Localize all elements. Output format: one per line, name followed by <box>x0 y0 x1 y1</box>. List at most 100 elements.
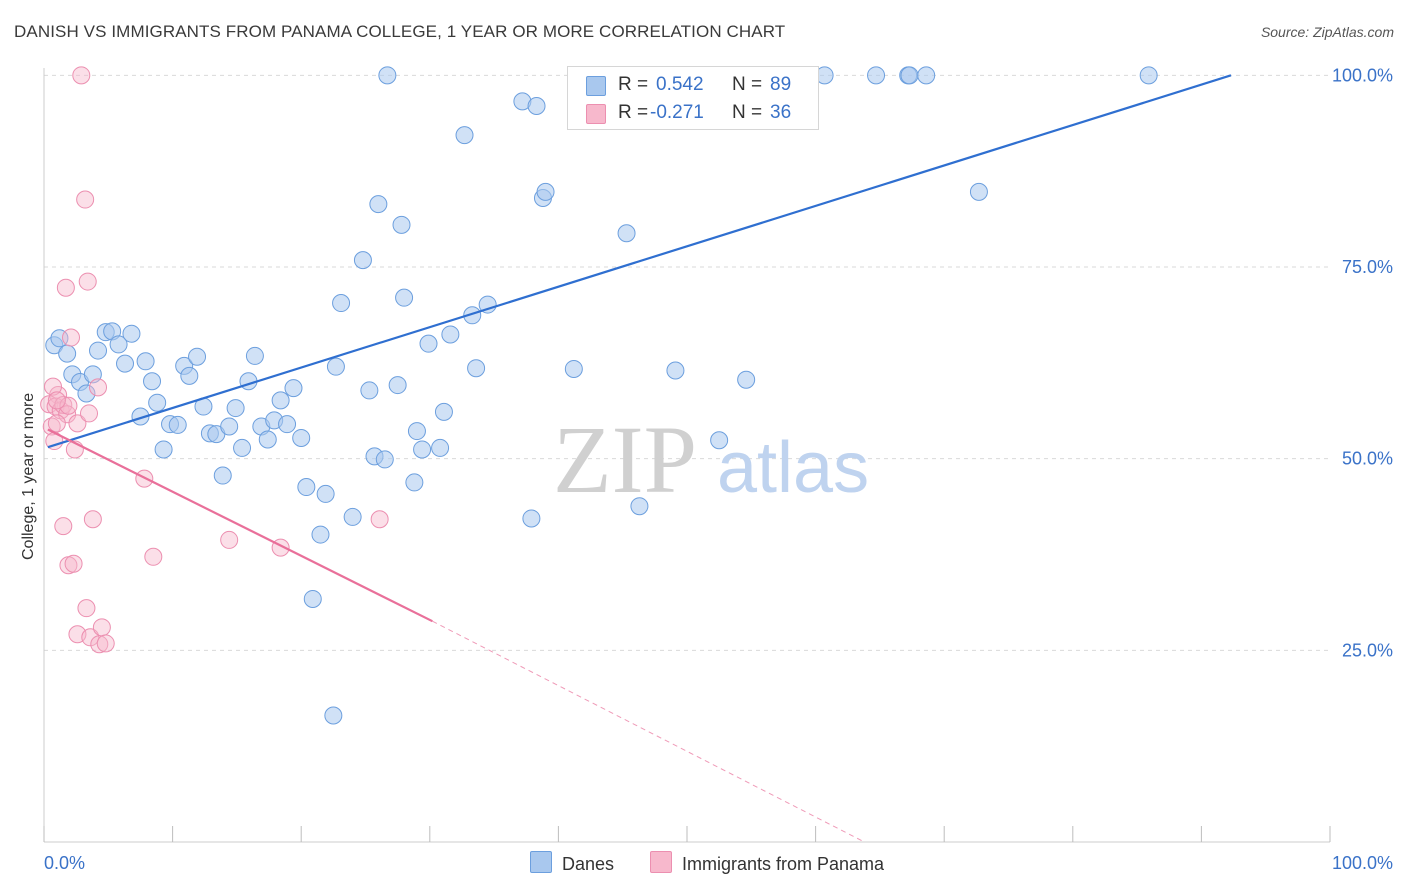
danes-point <box>737 370 756 389</box>
panama-point <box>62 328 81 347</box>
legend-bottom: Danes Immigrants from Panama <box>0 851 1406 877</box>
danes-point <box>303 589 322 608</box>
danes-point <box>392 215 411 234</box>
r-label: R = <box>618 102 649 123</box>
danes-swatch <box>586 76 606 96</box>
danes-point <box>292 428 311 447</box>
danes-point <box>89 341 108 360</box>
panama-swatch <box>586 104 606 124</box>
danes-point <box>413 440 432 459</box>
danes-point <box>434 402 453 421</box>
panama-point <box>370 510 389 529</box>
panama-point <box>77 599 96 618</box>
danes-point <box>419 334 438 353</box>
danes-point <box>710 431 729 450</box>
panama-point <box>144 547 163 566</box>
danes-point <box>311 525 330 544</box>
panama-point <box>59 396 78 415</box>
danes-point <box>378 66 397 85</box>
legend-row-danes: R = 0.542 N = 89 <box>568 73 818 99</box>
danes-point <box>407 422 426 441</box>
panama-point <box>47 414 66 433</box>
legend-item-danes: Danes <box>530 851 614 875</box>
panama-point <box>220 530 239 549</box>
panama-point <box>83 510 102 529</box>
panama-point <box>78 272 97 291</box>
danes-point <box>77 384 96 403</box>
danes-point <box>353 251 372 270</box>
danes-point <box>467 359 486 378</box>
trend-lines <box>47 74 1232 843</box>
danes-legend-label: Danes <box>562 854 615 874</box>
y-tick-label: 50.0% <box>1342 449 1393 469</box>
danes-point <box>666 361 685 380</box>
danes-point <box>278 415 297 434</box>
danes-point <box>375 450 394 469</box>
danes-point <box>122 324 141 343</box>
gridlines <box>44 74 1330 651</box>
x-tick-label: 100.0% <box>1332 853 1393 873</box>
panama-point <box>56 278 75 297</box>
danes-point <box>617 224 636 243</box>
danes-point <box>245 346 264 365</box>
panama-r-value: -0.271 <box>650 102 704 123</box>
y-tick-label: 25.0% <box>1342 640 1393 660</box>
danes-r-value: 0.542 <box>656 74 704 95</box>
n-label: N = <box>732 74 763 95</box>
danes-point <box>180 366 199 385</box>
danes-point <box>405 473 424 492</box>
danes-point <box>900 66 919 85</box>
danes-point <box>564 359 583 378</box>
danes-point <box>58 344 77 363</box>
danes-point <box>630 497 649 516</box>
danes-point <box>297 478 316 497</box>
panama-trend-line <box>47 428 433 623</box>
panama-point <box>42 417 61 436</box>
danes-point <box>527 97 546 115</box>
panama-trend-extension <box>432 620 865 843</box>
danes-point <box>478 295 497 314</box>
panama-point <box>96 634 115 653</box>
legend-item-panama: Immigrants from Panama <box>650 851 884 875</box>
danes-point <box>867 66 886 85</box>
danes-point <box>116 354 135 373</box>
panama-point <box>72 66 91 85</box>
x-tick-label: 0.0% <box>44 853 85 873</box>
panama-point <box>64 554 83 573</box>
danes-point <box>233 438 252 457</box>
y-tick-label: 100.0% <box>1332 65 1393 85</box>
danes-point <box>431 438 450 457</box>
chart-title: DANISH VS IMMIGRANTS FROM PANAMA COLLEGE… <box>14 22 786 41</box>
danes-point <box>109 335 128 354</box>
legend-row-panama: R = -0.271 N = 36 <box>568 101 818 127</box>
danes-point <box>969 182 988 201</box>
watermark-atlas: atlas <box>717 428 869 508</box>
danes-point <box>258 430 277 449</box>
tick-labels: 25.0% 50.0% 75.0% 100.0% 0.0% 100.0% <box>44 65 1393 873</box>
danes-point <box>332 294 351 313</box>
y-axis-title: College, 1 year or more <box>20 392 37 560</box>
danes-point <box>226 399 245 418</box>
panama-point <box>90 635 109 654</box>
danes-point <box>324 706 343 725</box>
danes-point <box>369 195 388 214</box>
danes-point <box>536 182 555 201</box>
danes-legend-swatch <box>530 851 552 873</box>
source-label: Source: ZipAtlas.com <box>1260 24 1394 40</box>
panama-n-value: 36 <box>770 102 792 123</box>
danes-point <box>395 288 414 307</box>
panama-point <box>54 396 73 414</box>
panama-legend-label: Immigrants from Panama <box>682 854 885 874</box>
danes-point <box>271 391 290 410</box>
y-tick-label: 75.0% <box>1342 257 1393 277</box>
panama-point <box>68 414 87 433</box>
legend-top: R = 0.542 N = 89 R = -0.271 N = 36 <box>567 66 819 130</box>
panama-point <box>76 190 95 209</box>
danes-point <box>154 440 173 459</box>
danes-point <box>316 484 335 503</box>
danes-point <box>168 415 187 434</box>
watermark: ZIP atlas <box>553 406 869 513</box>
panama-point <box>92 618 111 637</box>
danes-point <box>188 347 207 366</box>
